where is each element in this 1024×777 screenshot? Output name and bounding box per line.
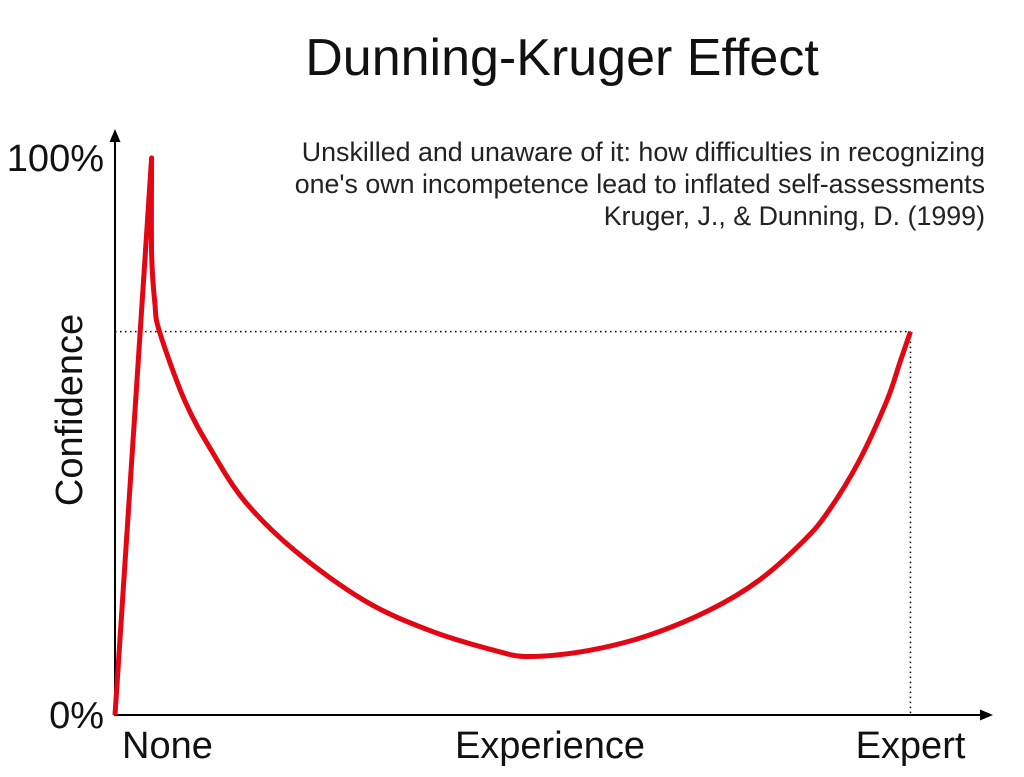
y-axis-label: Confidence bbox=[49, 314, 91, 506]
confidence-curve bbox=[112, 155, 913, 716]
chart-title: Dunning-Kruger Effect bbox=[305, 29, 819, 87]
chart-subtitle-line-1: Unskilled and unaware of it: how difficu… bbox=[302, 137, 985, 167]
x-tick-label-expert: Expert bbox=[856, 725, 966, 767]
x-axis-arrow-icon bbox=[980, 709, 993, 721]
y-axis-arrow-icon bbox=[109, 129, 121, 142]
y-tick-label-0: 0% bbox=[49, 695, 104, 737]
chart-subtitle-line-3: Kruger, J., & Dunning, D. (1999) bbox=[604, 201, 985, 231]
x-axis-label: Experience bbox=[455, 725, 645, 767]
chart-subtitle-line-2: one's own incompetence lead to inflated … bbox=[295, 169, 985, 199]
y-tick-label-100: 100% bbox=[7, 138, 104, 180]
x-tick-label-none: None bbox=[122, 725, 213, 767]
